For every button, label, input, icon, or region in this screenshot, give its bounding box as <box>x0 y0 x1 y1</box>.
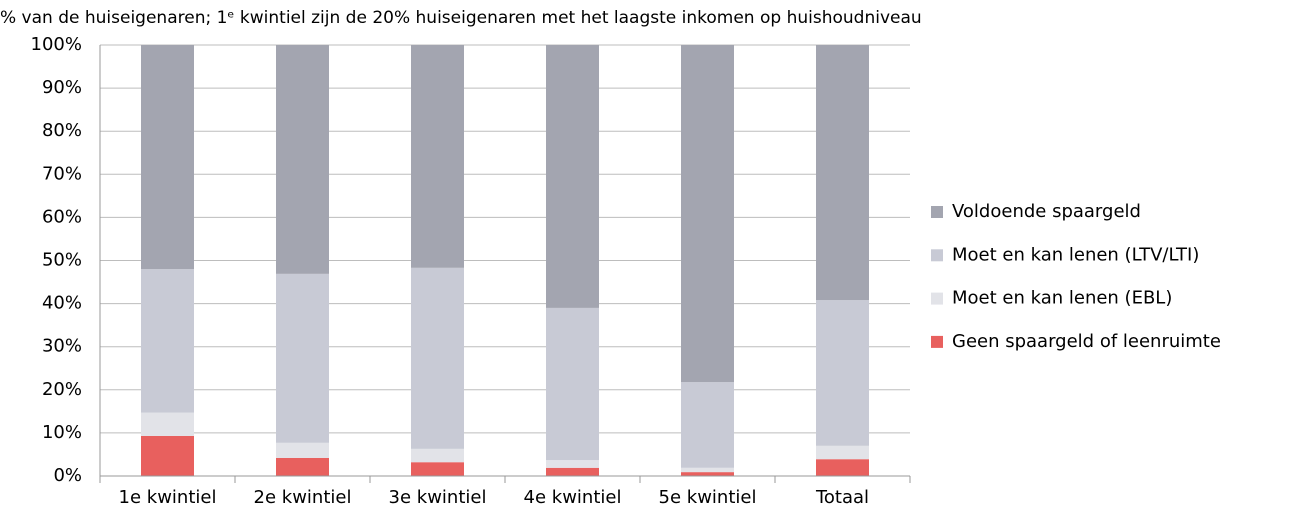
bar-segment <box>276 442 329 458</box>
bar-segment <box>816 300 869 446</box>
bar-segment <box>816 45 869 301</box>
bar-segment <box>681 382 734 468</box>
legend-label: Voldoende spaargeld <box>952 201 1141 222</box>
x-tick-label: 3e kwintiel <box>389 487 487 508</box>
y-tick-label: 100% <box>31 34 82 55</box>
x-tick-label: 1e kwintiel <box>119 487 217 508</box>
bar-segment <box>546 467 599 476</box>
y-tick-label: 20% <box>42 379 82 400</box>
y-tick-label: 0% <box>53 465 82 486</box>
legend-swatch <box>931 292 943 305</box>
bar-segment <box>411 45 464 268</box>
bar-segment <box>546 45 599 308</box>
bar-segment <box>546 307 599 461</box>
bar-segment <box>816 459 869 476</box>
bar-segment <box>816 445 869 460</box>
legend-label: Geen spaargeld of leenruimte <box>952 331 1221 352</box>
legend-swatch <box>931 206 943 218</box>
bar-segment <box>141 435 194 476</box>
y-tick-label: 40% <box>42 293 82 314</box>
bar-segment <box>681 45 734 383</box>
bar-segment <box>141 269 194 413</box>
bar-segment <box>141 412 194 436</box>
legend-label: Moet en kan lenen (EBL) <box>952 288 1172 309</box>
legend-swatch <box>931 249 943 262</box>
y-tick-label: 80% <box>42 120 82 141</box>
bar-segment <box>681 467 734 473</box>
y-tick-label: 60% <box>42 206 82 227</box>
y-tick-label: 10% <box>42 422 82 443</box>
y-tick-label: 50% <box>42 250 82 271</box>
y-tick-label: 30% <box>42 336 82 357</box>
x-tick-label: 2e kwintiel <box>254 487 352 508</box>
chart-title: % van de huiseigenaren; 1ᵉ kwintiel zijn… <box>0 8 922 28</box>
y-tick-label: 90% <box>42 77 82 98</box>
legend-swatch <box>931 335 943 348</box>
bar-segment <box>681 472 734 476</box>
x-tick-label: 5e kwintiel <box>659 487 757 508</box>
bar-segment <box>276 457 329 476</box>
bar-segment <box>141 45 194 270</box>
bar-segment <box>276 45 329 274</box>
y-tick-label: 70% <box>42 163 82 184</box>
bar-segment <box>276 273 329 443</box>
legend-label: Moet en kan lenen (LTV/LTI) <box>952 244 1199 265</box>
x-tick-label: 4e kwintiel <box>524 487 622 508</box>
bar-segment <box>411 267 464 449</box>
bar-segment <box>411 462 464 476</box>
bar-segment <box>546 460 599 468</box>
x-tick-label: Totaal <box>815 487 869 508</box>
bar-segment <box>411 448 464 463</box>
